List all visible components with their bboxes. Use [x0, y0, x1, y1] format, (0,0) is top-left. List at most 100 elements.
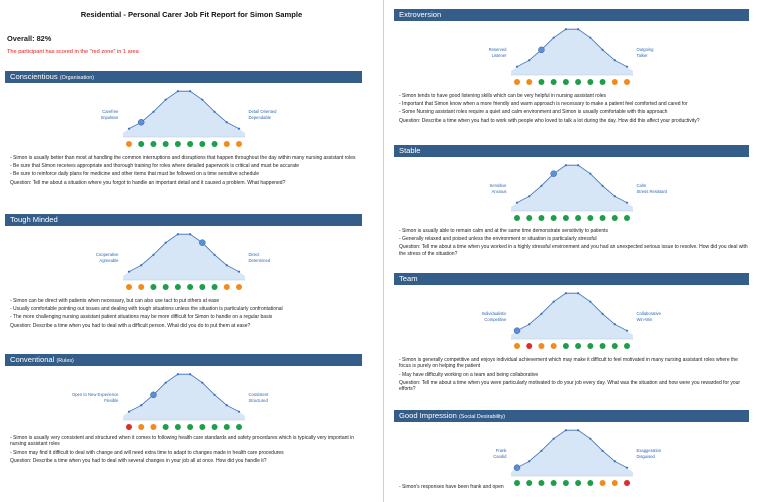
left-trait-label: Sensitive Anxious: [490, 183, 507, 195]
score-dot-green: [586, 343, 593, 349]
section-title: Extroversion: [399, 10, 442, 19]
curve-point: [600, 184, 604, 187]
score-dot-green: [574, 79, 581, 85]
score-dot-orange: [611, 480, 618, 486]
score-dot-green: [198, 284, 205, 290]
score-dot-green: [223, 424, 230, 430]
curve-point: [139, 404, 142, 407]
score-marker: [149, 391, 157, 399]
score-dot-green: [586, 480, 593, 486]
bell-curve-line: [128, 373, 239, 413]
curve-point: [151, 110, 155, 113]
curve-point: [151, 253, 155, 256]
score-marker: [513, 464, 520, 471]
score-dot-orange: [513, 79, 520, 85]
score-dot-green: [149, 141, 156, 147]
note-line: - Simon is generally competitive and enj…: [399, 357, 738, 370]
note-line: - Simon's responses have been frank and …: [399, 484, 504, 490]
right-trait-label-line: Win-Win: [636, 317, 653, 322]
curve-point: [139, 264, 142, 267]
section-header: Stable: [394, 145, 749, 157]
right-trait-label-line: Structured: [248, 398, 268, 403]
curve-point: [127, 270, 130, 273]
score-dot-green: [513, 215, 520, 221]
section-notes: - Simon's responses have been frank and …: [399, 484, 750, 492]
curve-point: [176, 373, 179, 376]
curve-point: [527, 195, 530, 198]
score-dot-green: [162, 141, 169, 147]
note-line: - Be sure that Simon receives appropriat…: [10, 163, 300, 170]
note-line: - Important that Simon know when a more …: [399, 101, 688, 108]
curve-point: [188, 373, 191, 376]
score-dot-orange: [223, 141, 230, 147]
right-trait-label: Consistent Structured: [249, 392, 269, 404]
curve-point: [527, 460, 530, 463]
bell-curve-line: [516, 292, 627, 332]
bell-curve-line: [128, 90, 239, 130]
score-dot-green: [174, 284, 181, 290]
score-dot-orange: [223, 284, 230, 290]
curve-point: [600, 48, 604, 51]
curve-point: [539, 449, 543, 452]
curve-point: [564, 28, 567, 31]
interview-question: Question: Describe a time when you had t…: [10, 322, 251, 329]
curve-point: [552, 36, 555, 39]
curve-point: [564, 429, 567, 432]
section-title: Stable: [399, 146, 421, 155]
score-dot-green: [186, 424, 193, 430]
section-notes: - Simon tends to have good listening ski…: [399, 93, 750, 126]
curve-point: [212, 110, 216, 113]
score-dot-orange: [623, 79, 630, 85]
left-trait-label-line: Impulsive: [100, 115, 119, 120]
score-dot-green: [525, 480, 532, 486]
bell-curve-svg: [510, 287, 633, 349]
score-dot-green: [574, 343, 581, 349]
score-dot-green: [623, 343, 630, 349]
curve-point: [576, 429, 579, 432]
bell-curve-svg: [122, 228, 245, 290]
right-trait-label: Exaggeration Disguised: [637, 448, 662, 460]
curve-point: [552, 437, 555, 440]
curve-point: [588, 36, 591, 39]
score-dot-green: [562, 480, 569, 486]
chart-area-above-curve: [510, 23, 633, 71]
score-dot-green: [211, 141, 218, 147]
curve-point: [212, 393, 216, 396]
section-title: Conventional: [10, 355, 55, 364]
left-trait-label-line: Flexible: [104, 398, 119, 403]
left-trait-label: Reserved Listener: [489, 47, 507, 59]
curve-point: [539, 312, 543, 315]
curve-point: [600, 312, 604, 315]
curve-point: [576, 164, 579, 167]
report-title: Residential - Personal Carer Job Fit Rep…: [80, 10, 303, 19]
curve-point: [225, 404, 228, 407]
right-trait-label-line: Direct: [248, 252, 260, 257]
note-line: - Simon tends to have good listening ski…: [399, 93, 607, 99]
section-title: Good Impression: [399, 411, 457, 420]
right-trait-label-line: Stress Resistant: [636, 189, 668, 194]
left-trait-label-line: Competitive: [484, 317, 507, 322]
curve-point: [212, 253, 216, 256]
score-dot-red: [125, 424, 132, 430]
curve-point: [527, 59, 530, 62]
score-dot-orange: [235, 284, 242, 290]
score-dot-green: [562, 215, 569, 221]
red-zone-note: The participant has scored in the "red z…: [7, 49, 139, 55]
chart-area-above-curve: [510, 287, 633, 335]
score-marker: [513, 327, 520, 334]
bell-curve-svg: [122, 85, 245, 147]
curve-point: [625, 466, 628, 469]
bell-curve-chart: [510, 159, 633, 225]
bell-curve-svg: [510, 159, 633, 221]
left-trait-label-line: Listener: [491, 53, 507, 58]
interview-question: Question: Tell me about a time when you …: [399, 379, 741, 393]
curve-point: [588, 300, 591, 303]
score-marker: [198, 239, 206, 246]
score-marker: [137, 119, 144, 126]
chart-area-above-curve: [122, 368, 245, 416]
page-divider: [383, 0, 384, 502]
score-dot-green: [149, 284, 156, 290]
score-dot-orange: [611, 79, 618, 85]
bell-curve-chart: [510, 23, 633, 89]
curve-point: [564, 292, 567, 295]
